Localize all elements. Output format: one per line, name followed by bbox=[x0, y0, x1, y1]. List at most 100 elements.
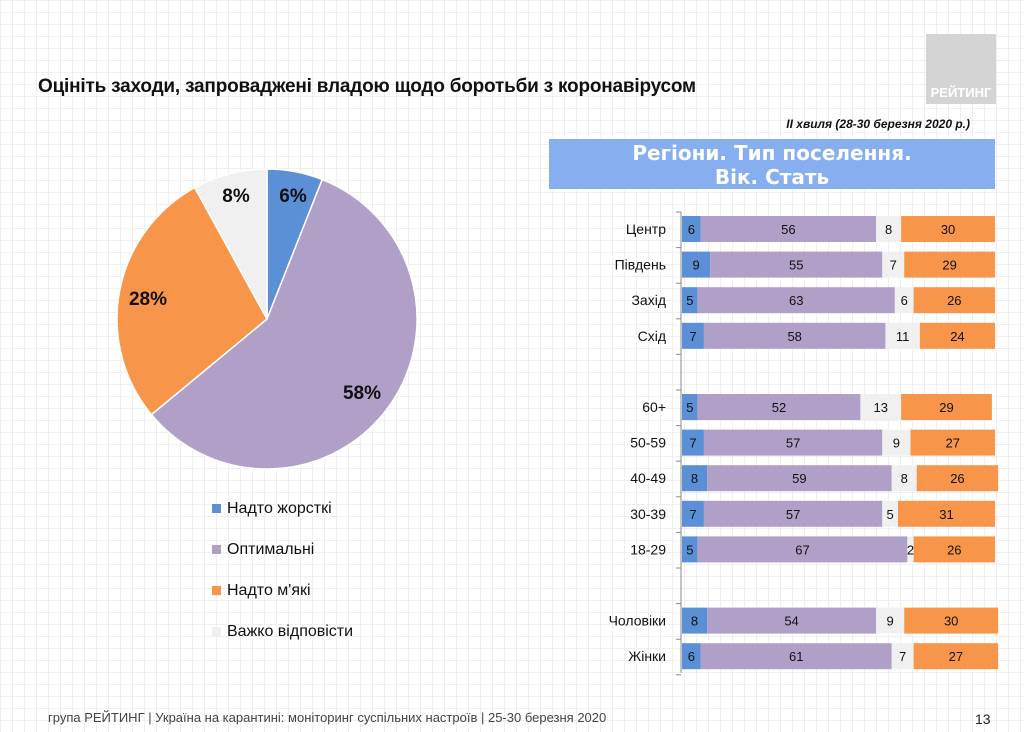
bar-segment bbox=[901, 216, 995, 242]
bar-segment bbox=[682, 465, 708, 492]
bar-value-label: 57 bbox=[786, 436, 800, 451]
category-label: 50-59 bbox=[630, 435, 666, 451]
bar-value-label: 57 bbox=[786, 507, 800, 522]
bar-segment bbox=[682, 394, 698, 420]
page-number: 13 bbox=[975, 711, 991, 727]
bar-value-label: 11 bbox=[896, 329, 910, 344]
bar-value-label: 8 bbox=[901, 471, 908, 486]
bar-value-label: 58 bbox=[787, 329, 801, 344]
bar-value-label: 27 bbox=[946, 436, 960, 451]
pie-chart: 6% 58% 28% 8% bbox=[116, 168, 418, 470]
footer-text: група РЕЙТИНГ | Україна на карантині: мо… bbox=[48, 710, 607, 725]
pie-slice bbox=[116, 186, 268, 416]
bar-value-label: 13 bbox=[874, 400, 888, 415]
bar-value-label: 52 bbox=[772, 400, 786, 415]
bar-value-label: 6 bbox=[901, 293, 908, 308]
bar-value-label: 67 bbox=[795, 542, 809, 557]
legend-item: Важко відповісти bbox=[212, 623, 353, 641]
bar-segment bbox=[682, 536, 698, 563]
legend-swatch bbox=[212, 627, 221, 637]
bar-value-label: 7 bbox=[890, 258, 897, 273]
legend-swatch bbox=[212, 545, 221, 555]
bar-value-label: 29 bbox=[942, 258, 956, 273]
bar-segment bbox=[904, 607, 999, 634]
category-label: 60+ bbox=[642, 399, 666, 415]
bar-value-label: 9 bbox=[692, 258, 699, 273]
bar-value-label: 5 bbox=[686, 542, 693, 557]
bar-segment bbox=[882, 429, 911, 456]
bar-value-label: 5 bbox=[887, 507, 894, 522]
bar-segment bbox=[682, 500, 704, 527]
bar-value-label: 7 bbox=[689, 507, 696, 522]
bar-segment bbox=[710, 251, 883, 278]
bar-segment bbox=[682, 429, 704, 456]
bar-segment bbox=[707, 607, 877, 634]
page-title: Оцініть заходи, запроваджені владою щодо… bbox=[38, 76, 696, 97]
rating-logo: РЕЙТИНГ bbox=[926, 34, 996, 104]
bar-segment bbox=[891, 465, 917, 492]
bar-segment bbox=[891, 643, 914, 670]
legend-item: Надто м'які bbox=[212, 582, 311, 600]
bar-value-label: 6 bbox=[688, 649, 695, 664]
pie-slice bbox=[150, 178, 418, 470]
bar-segment bbox=[910, 429, 995, 456]
bar-segment bbox=[682, 607, 708, 634]
bar-value-label: 8 bbox=[885, 222, 892, 237]
bar-segment bbox=[916, 465, 999, 492]
bar-segment bbox=[682, 287, 698, 314]
survey-wave: II хвиля (28-30 березня 2020 р.) bbox=[786, 117, 970, 131]
bar-value-label: 8 bbox=[691, 471, 698, 486]
legend-item: Надто жорсткі bbox=[212, 500, 332, 518]
legend-swatch bbox=[212, 586, 221, 596]
category-label: Південь bbox=[615, 257, 666, 273]
category-label: Чоловіки bbox=[609, 613, 666, 629]
banner-line-2: Вік. Стать bbox=[714, 165, 830, 189]
bar-segment bbox=[894, 287, 914, 314]
bar-segment bbox=[703, 429, 883, 456]
bar-segment bbox=[682, 643, 701, 670]
bar-value-label: 2 bbox=[907, 542, 914, 557]
bar-value-label: 29 bbox=[939, 400, 953, 415]
bar-value-label: 7 bbox=[689, 436, 696, 451]
logo-text: РЕЙТИНГ bbox=[930, 85, 992, 100]
bar-value-label: 26 bbox=[947, 293, 961, 308]
bar-value-label: 9 bbox=[893, 436, 900, 451]
category-label: 18-29 bbox=[630, 541, 666, 557]
category-label: Центр bbox=[626, 221, 666, 237]
bar-value-label: 30 bbox=[944, 614, 958, 629]
legend-label: Надто м'які bbox=[227, 582, 311, 599]
bar-value-label: 24 bbox=[950, 329, 964, 344]
bar-segment bbox=[707, 465, 892, 492]
bar-segment bbox=[882, 500, 898, 527]
pie-label: 8% bbox=[222, 186, 250, 207]
bar-segment bbox=[882, 251, 905, 278]
bar-value-label: 8 bbox=[691, 614, 698, 629]
bar-segment bbox=[703, 500, 883, 527]
category-label: Захід bbox=[631, 292, 666, 308]
bar-value-label: 26 bbox=[947, 542, 961, 557]
legend-label: Оптимальні bbox=[227, 541, 315, 558]
bar-value-label: 5 bbox=[686, 400, 693, 415]
bar-segment bbox=[876, 216, 902, 242]
pie-slice bbox=[193, 168, 268, 320]
bar-segment bbox=[700, 216, 877, 242]
bar-segment bbox=[682, 216, 701, 242]
bar-segment bbox=[697, 394, 861, 420]
bar-segment bbox=[913, 536, 995, 563]
bar-value-label: 9 bbox=[887, 614, 894, 629]
banner-line-1: Регіони. Тип поселення. bbox=[632, 141, 912, 165]
category-label: Жінки bbox=[628, 648, 666, 664]
bar-segment bbox=[682, 322, 704, 349]
bar-segment bbox=[919, 322, 995, 349]
bar-value-label: 26 bbox=[950, 471, 964, 486]
bar-value-label: 7 bbox=[689, 329, 696, 344]
legend-label: Важко відповісти bbox=[227, 623, 354, 640]
bar-value-label: 63 bbox=[789, 293, 803, 308]
bar-segment bbox=[703, 322, 886, 349]
section-banner: Регіони. Тип поселення. Вік. Стать bbox=[549, 139, 995, 189]
bar-value-label: 7 bbox=[899, 649, 906, 664]
bar-segment bbox=[901, 394, 992, 420]
bar-segment bbox=[907, 536, 914, 563]
bar-segment bbox=[885, 322, 920, 349]
legend-swatch bbox=[212, 504, 221, 514]
